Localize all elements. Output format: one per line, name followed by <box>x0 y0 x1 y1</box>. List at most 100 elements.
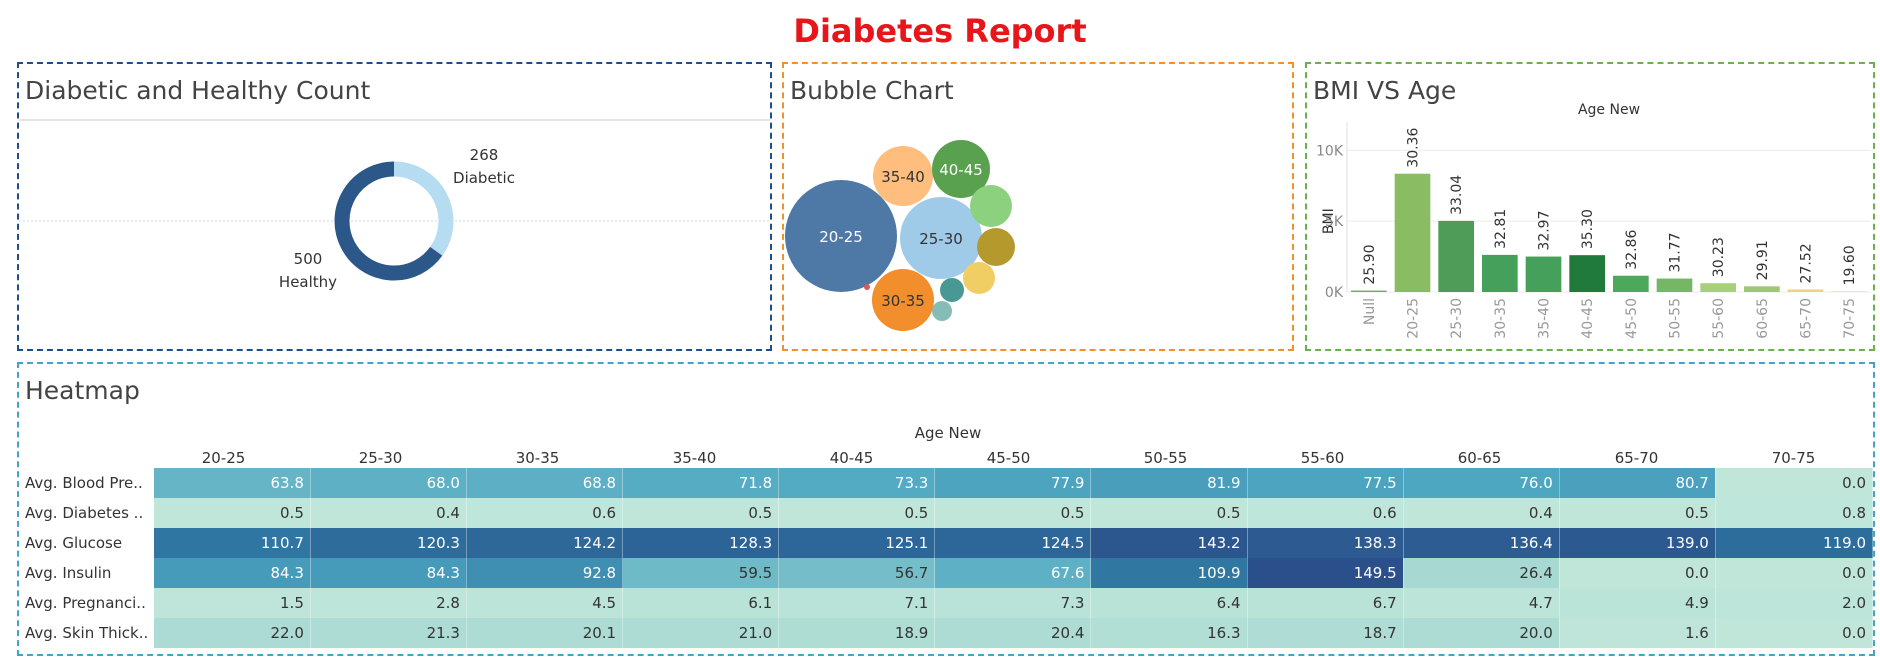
bubble-minor-5[interactable] <box>970 185 1012 227</box>
bmi-bar-Null[interactable] <box>1351 290 1387 292</box>
bubble-minor-8[interactable] <box>940 278 964 302</box>
bmi-bar-value-label: 32.81 <box>1493 209 1509 249</box>
heatmap-cell[interactable]: 77.9 <box>934 468 1092 498</box>
heatmap-cell[interactable]: 67.6 <box>934 558 1092 588</box>
heatmap-cell[interactable]: 92.8 <box>466 558 624 588</box>
bubble-40-45[interactable] <box>932 140 990 198</box>
heatmap-cell[interactable]: 20.4 <box>934 618 1092 648</box>
bmi-y-tick-label: 0K <box>1325 285 1344 301</box>
heatmap-cell[interactable]: 0.4 <box>1403 498 1560 528</box>
heatmap-cell[interactable]: 26.4 <box>1403 558 1560 588</box>
bubble-30-35[interactable] <box>872 269 934 331</box>
heatmap-cell[interactable]: 0.4 <box>310 498 467 528</box>
heatmap-cell[interactable]: 0.5 <box>154 498 311 528</box>
bmi-bar-55-60[interactable] <box>1700 283 1736 292</box>
donut-slice-diabetic[interactable] <box>393 161 454 256</box>
heatmap-cell[interactable]: 21.3 <box>310 618 467 648</box>
heatmap-cell[interactable]: 84.3 <box>310 558 467 588</box>
heatmap-cell[interactable]: 143.2 <box>1090 528 1248 558</box>
heatmap-cell[interactable]: 77.5 <box>1247 468 1404 498</box>
heatmap-cell[interactable]: 124.5 <box>934 528 1092 558</box>
heatmap-cell[interactable]: 56.7 <box>778 558 936 588</box>
heatmap-cell[interactable]: 149.5 <box>1247 558 1404 588</box>
heatmap-cell[interactable]: 68.0 <box>310 468 467 498</box>
heatmap-cell[interactable]: 84.3 <box>154 558 311 588</box>
heatmap-cell[interactable]: 7.3 <box>934 588 1092 618</box>
heatmap-cell[interactable]: 68.8 <box>466 468 624 498</box>
heatmap-cell[interactable]: 76.0 <box>1403 468 1560 498</box>
bubble-35-40[interactable] <box>873 146 933 206</box>
heatmap-cell[interactable]: 4.7 <box>1403 588 1560 618</box>
heatmap-cell[interactable]: 124.2 <box>466 528 624 558</box>
heatmap-cell[interactable]: 0.0 <box>1715 558 1874 588</box>
bmi-bar-70-75[interactable] <box>1831 291 1867 292</box>
heatmap-cell[interactable]: 0.5 <box>1090 498 1248 528</box>
heatmap-cell[interactable]: 0.0 <box>1715 618 1874 648</box>
heatmap-cell[interactable]: 0.5 <box>934 498 1092 528</box>
heatmap-cell[interactable]: 0.0 <box>1715 468 1874 498</box>
heatmap-cell[interactable]: 73.3 <box>778 468 936 498</box>
heatmap-cell[interactable]: 128.3 <box>622 528 780 558</box>
heatmap-cell[interactable]: 18.9 <box>778 618 936 648</box>
heatmap-cell[interactable]: 0.6 <box>466 498 624 528</box>
heatmap-cell[interactable]: 0.5 <box>1559 498 1716 528</box>
bmi-bar-30-35[interactable] <box>1482 254 1518 292</box>
heatmap-cell[interactable]: 136.4 <box>1403 528 1560 558</box>
heatmap-cell[interactable]: 2.0 <box>1715 588 1874 618</box>
heatmap-cell[interactable]: 0.8 <box>1715 498 1874 528</box>
donut-slice-healthy[interactable] <box>334 161 443 281</box>
heatmap-cell[interactable]: 81.9 <box>1090 468 1248 498</box>
bubble-minor-6[interactable] <box>977 228 1015 266</box>
heatmap-cell[interactable]: 0.6 <box>1247 498 1404 528</box>
heatmap-cell[interactable]: 20.0 <box>1403 618 1560 648</box>
bmi-x-tick-label: 35-40 <box>1537 298 1553 339</box>
heatmap-cell[interactable]: 119.0 <box>1715 528 1874 558</box>
heatmap-cell[interactable]: 125.1 <box>778 528 936 558</box>
heatmap-column-header: 35-40 <box>672 449 717 467</box>
bubble-20-25[interactable] <box>785 180 897 292</box>
bubble-minor-10[interactable] <box>864 284 870 290</box>
heatmap-cell[interactable]: 109.9 <box>1090 558 1248 588</box>
heatmap-cell[interactable]: 0.5 <box>622 498 780 528</box>
heatmap-cell[interactable]: 1.6 <box>1559 618 1716 648</box>
heatmap-row-header: Avg. Pregnanci.. <box>19 588 155 618</box>
heatmap-cell[interactable]: 4.9 <box>1559 588 1716 618</box>
bmi-bar-65-70[interactable] <box>1787 289 1824 292</box>
heatmap-cell[interactable]: 21.0 <box>622 618 780 648</box>
heatmap-cell[interactable]: 110.7 <box>154 528 311 558</box>
heatmap-cell[interactable]: 6.7 <box>1247 588 1404 618</box>
bmi-bar-35-40[interactable] <box>1525 256 1562 292</box>
heatmap-cell[interactable]: 0.5 <box>778 498 936 528</box>
heatmap-cell[interactable]: 20.1 <box>466 618 624 648</box>
bmi-bar-25-30[interactable] <box>1438 220 1474 292</box>
heatmap-cell[interactable]: 16.3 <box>1090 618 1248 648</box>
heatmap-cell[interactable]: 1.5 <box>154 588 311 618</box>
heatmap-cell[interactable]: 63.8 <box>154 468 311 498</box>
heatmap-cell[interactable]: 71.8 <box>622 468 780 498</box>
bmi-bar-value-label: 27.52 <box>1799 243 1815 283</box>
bmi-bar-40-45[interactable] <box>1569 255 1605 292</box>
heatmap-cell[interactable]: 2.8 <box>310 588 467 618</box>
bmi-bar-50-55[interactable] <box>1656 278 1693 292</box>
bubble-minor-7[interactable] <box>963 262 995 294</box>
bmi-bar-45-50[interactable] <box>1613 275 1649 292</box>
bmi-bar-20-25[interactable] <box>1394 173 1431 292</box>
heatmap-cell[interactable]: 0.0 <box>1559 558 1716 588</box>
heatmap-cell[interactable]: 4.5 <box>466 588 624 618</box>
heatmap-cell[interactable]: 6.1 <box>622 588 780 618</box>
heatmap-cell[interactable]: 139.0 <box>1559 528 1716 558</box>
heatmap-cell[interactable]: 6.4 <box>1090 588 1248 618</box>
heatmap-cell[interactable]: 7.1 <box>778 588 936 618</box>
heatmap-cell[interactable]: 138.3 <box>1247 528 1404 558</box>
heatmap-cell[interactable]: 59.5 <box>622 558 780 588</box>
bmi-bar-60-65[interactable] <box>1744 286 1780 292</box>
bubble-minor-9[interactable] <box>932 301 952 321</box>
heatmap-cell[interactable]: 22.0 <box>154 618 311 648</box>
heatmap-cell[interactable]: 120.3 <box>310 528 467 558</box>
heatmap-cell[interactable]: 18.7 <box>1247 618 1404 648</box>
bmi-x-tick-label: 20-25 <box>1406 298 1422 339</box>
bubble-25-30[interactable] <box>900 197 982 279</box>
bmi-x-tick-label: 30-35 <box>1493 298 1509 339</box>
heatmap-column-header: 55-60 <box>1300 449 1345 467</box>
heatmap-cell[interactable]: 80.7 <box>1559 468 1716 498</box>
